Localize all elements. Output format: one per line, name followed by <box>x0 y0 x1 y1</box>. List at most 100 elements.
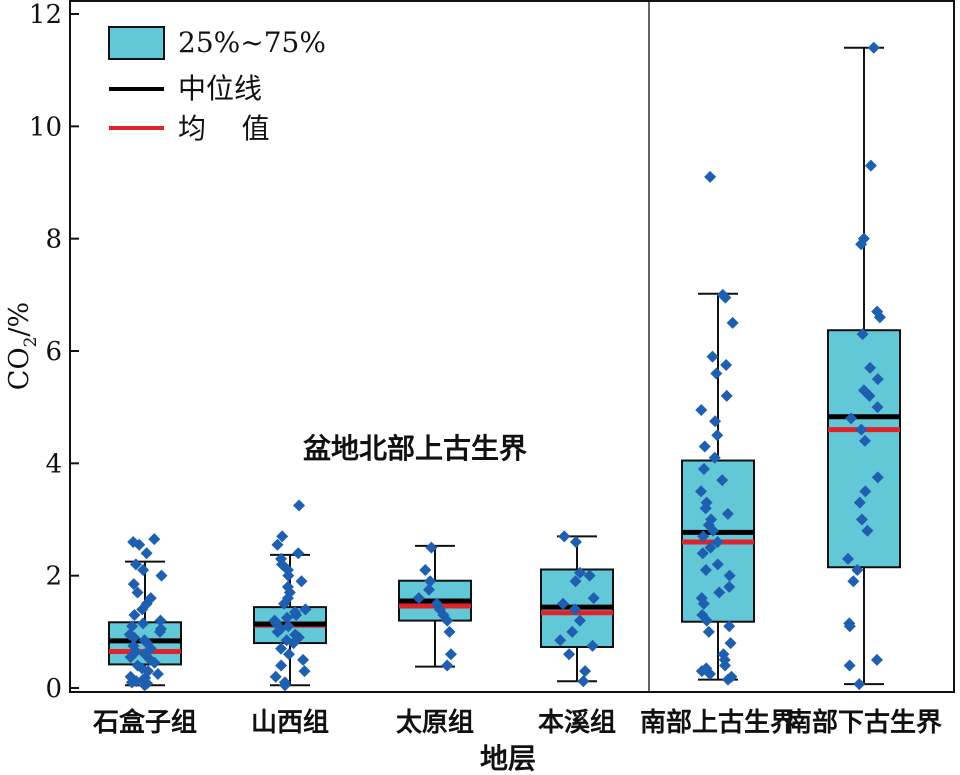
y-tick-label: 10 <box>29 112 62 142</box>
legend: 25%~75% 中位线 均 值 <box>108 26 326 145</box>
data-point <box>569 575 582 588</box>
y-tick-label: 6 <box>45 337 62 367</box>
data-point <box>554 634 567 647</box>
data-point <box>871 305 884 318</box>
data-point <box>706 350 719 363</box>
data-point <box>282 620 295 633</box>
data-point <box>724 637 737 650</box>
data-point <box>127 578 140 591</box>
data-point <box>700 662 713 675</box>
data-point <box>723 569 736 582</box>
plot-frame <box>69 0 955 693</box>
data-point <box>861 524 874 537</box>
region-annotation: 盆地北部上古生界 <box>303 432 527 465</box>
data-point <box>557 597 570 610</box>
legend-mean-label: 均 值 <box>178 112 270 145</box>
data-point <box>842 552 855 565</box>
data-point <box>127 639 140 652</box>
data-point <box>276 530 289 543</box>
data-point <box>697 462 710 475</box>
data-point <box>587 592 600 605</box>
data-point <box>713 586 726 599</box>
data-point <box>129 558 142 571</box>
data-point <box>275 642 288 655</box>
data-point <box>709 415 722 428</box>
data-point <box>867 41 880 54</box>
data-point <box>725 670 738 683</box>
data-point <box>853 678 866 691</box>
data-point <box>723 580 736 593</box>
data-point <box>871 401 884 414</box>
data-point <box>419 564 432 577</box>
data-point <box>131 659 144 672</box>
data-point <box>864 361 877 374</box>
data-point <box>695 592 708 605</box>
data-point <box>131 586 144 599</box>
data-point <box>721 507 734 520</box>
data-point <box>275 659 288 672</box>
data-point <box>271 538 284 551</box>
data-point <box>711 535 724 548</box>
data-point <box>573 614 586 627</box>
data-point <box>717 648 730 661</box>
y-axis-title-subscript: 2 <box>21 337 41 348</box>
data-point <box>871 373 884 386</box>
data-point <box>577 675 590 688</box>
data-point <box>697 530 710 543</box>
data-point <box>702 625 715 638</box>
legend-median-label: 中位线 <box>178 72 262 105</box>
data-point <box>864 159 877 172</box>
y-axis-title-main: CO <box>4 347 35 390</box>
data-point <box>710 367 723 380</box>
y-tick-label: 8 <box>45 225 62 255</box>
data-point <box>696 547 709 560</box>
data-point <box>723 620 736 633</box>
data-point <box>144 592 157 605</box>
data-point <box>695 403 708 416</box>
data-point <box>858 434 871 447</box>
data-point <box>566 625 579 638</box>
data-point <box>424 575 437 588</box>
data-point <box>843 659 856 672</box>
x-tick-label: 石盒子组 <box>92 707 197 738</box>
data-point <box>569 535 582 548</box>
x-tick-label: 南部上古生界 <box>640 708 796 738</box>
data-point <box>281 611 294 624</box>
data-point <box>425 541 438 554</box>
data-point <box>720 389 733 402</box>
data-point <box>871 471 884 484</box>
x-axis-title: 地层 <box>480 742 536 775</box>
data-point <box>441 659 454 672</box>
legend-box-swatch <box>108 26 165 60</box>
data-point <box>293 499 306 512</box>
data-point <box>726 316 739 329</box>
plot-area-border <box>69 0 955 693</box>
y-tick-label: 0 <box>45 674 62 704</box>
data-point <box>278 676 291 689</box>
data-point <box>154 614 167 627</box>
data-point <box>583 569 596 582</box>
data-point <box>855 513 868 526</box>
data-point <box>704 541 717 554</box>
x-tick-label: 山西组 <box>251 707 329 738</box>
data-point <box>288 606 301 619</box>
data-point <box>568 603 581 616</box>
data-point <box>124 670 137 683</box>
data-point <box>151 667 164 680</box>
data-point <box>268 614 281 627</box>
box-group <box>681 292 755 681</box>
data-point <box>137 617 150 630</box>
data-point <box>563 648 576 661</box>
data-point <box>716 288 729 301</box>
data-point <box>855 423 868 436</box>
iqr-box <box>827 329 901 569</box>
y-axis: 0 2 4 6 8 10 12 <box>29 0 79 704</box>
y-axis-title-unit: /% <box>4 302 35 337</box>
data-point <box>716 474 729 487</box>
data-point <box>720 359 733 372</box>
data-point <box>711 429 724 442</box>
data-point <box>870 653 883 666</box>
box-group <box>827 46 901 686</box>
data-point <box>295 575 308 588</box>
